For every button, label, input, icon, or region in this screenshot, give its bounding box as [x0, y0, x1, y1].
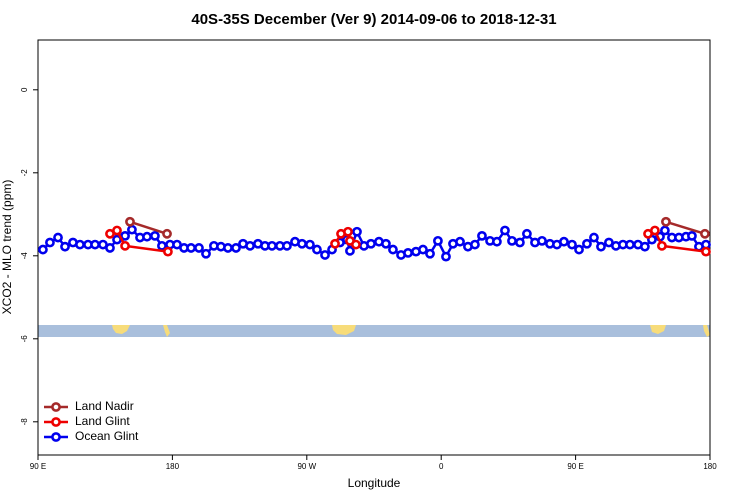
point [312, 244, 322, 255]
point [267, 240, 277, 251]
point [150, 230, 160, 241]
point [596, 241, 606, 252]
point [649, 225, 660, 236]
point [245, 240, 255, 251]
point [477, 230, 487, 241]
point [661, 216, 671, 227]
point [351, 239, 361, 250]
point [366, 238, 376, 249]
point [194, 243, 204, 253]
point [343, 226, 353, 237]
series-line [129, 220, 706, 235]
point [127, 224, 137, 235]
point [231, 243, 241, 253]
point [657, 240, 667, 251]
point [574, 244, 584, 255]
point [105, 243, 115, 253]
x-tick-label: 0 [439, 462, 444, 471]
point [345, 245, 355, 256]
point [305, 239, 315, 250]
point [282, 240, 292, 251]
point [589, 232, 599, 243]
y-tick-label: -8 [20, 418, 29, 426]
point [514, 237, 525, 248]
legend-label: Land Nadir [75, 399, 134, 413]
point [186, 243, 196, 253]
y-axis-label: XCO2 - MLO trend (ppm) [0, 180, 14, 315]
x-tick-label: 90 W [297, 462, 316, 471]
point [297, 238, 307, 249]
point [381, 238, 391, 249]
point [403, 247, 413, 258]
x-tick-label: 180 [703, 462, 717, 471]
point [701, 246, 711, 257]
point [441, 251, 451, 262]
point [500, 225, 510, 236]
y-tick-label: -2 [20, 169, 29, 177]
point [162, 228, 172, 239]
point [352, 226, 362, 237]
point [582, 238, 592, 249]
point [90, 239, 100, 250]
legend-label: Land Glint [75, 414, 130, 428]
land-ocean-strip [38, 325, 710, 337]
point [201, 248, 211, 259]
point [687, 230, 697, 241]
x-tick-label: 90 E [567, 462, 583, 471]
legend-marker [51, 417, 61, 427]
point [567, 239, 577, 250]
legend-marker [51, 402, 61, 412]
point [60, 241, 70, 252]
point [418, 244, 428, 255]
legend-label: Ocean Glint [75, 429, 139, 443]
point [112, 225, 122, 236]
point [75, 239, 85, 250]
point [700, 228, 710, 239]
plot-frame [37, 39, 711, 456]
point [507, 235, 517, 246]
point [660, 225, 670, 236]
point [433, 235, 443, 246]
point [320, 250, 330, 260]
point [45, 237, 55, 248]
point [223, 243, 233, 253]
y-tick-label: 0 [20, 87, 29, 92]
point [53, 232, 63, 243]
point [330, 238, 340, 249]
point [120, 230, 130, 241]
point [470, 239, 480, 250]
y-tick-label: -4 [20, 252, 29, 260]
point [425, 248, 435, 259]
x-tick-label: 90 E [30, 462, 46, 471]
legend-marker [51, 432, 61, 442]
point [388, 244, 398, 255]
y-tick-label: -6 [20, 335, 29, 343]
point [120, 240, 130, 251]
point [522, 228, 532, 239]
point [537, 235, 547, 246]
point [125, 216, 135, 227]
point [492, 236, 502, 247]
point [142, 231, 152, 242]
x-tick-label: 180 [166, 462, 180, 471]
point [38, 244, 48, 255]
chart-title: 40S-35S December (Ver 9) 2014-09-06 to 2… [191, 11, 556, 28]
point [559, 236, 569, 247]
point [639, 241, 650, 252]
point [625, 239, 635, 250]
point [163, 246, 173, 257]
x-axis-label: Longitude [348, 476, 401, 490]
point [455, 236, 465, 247]
